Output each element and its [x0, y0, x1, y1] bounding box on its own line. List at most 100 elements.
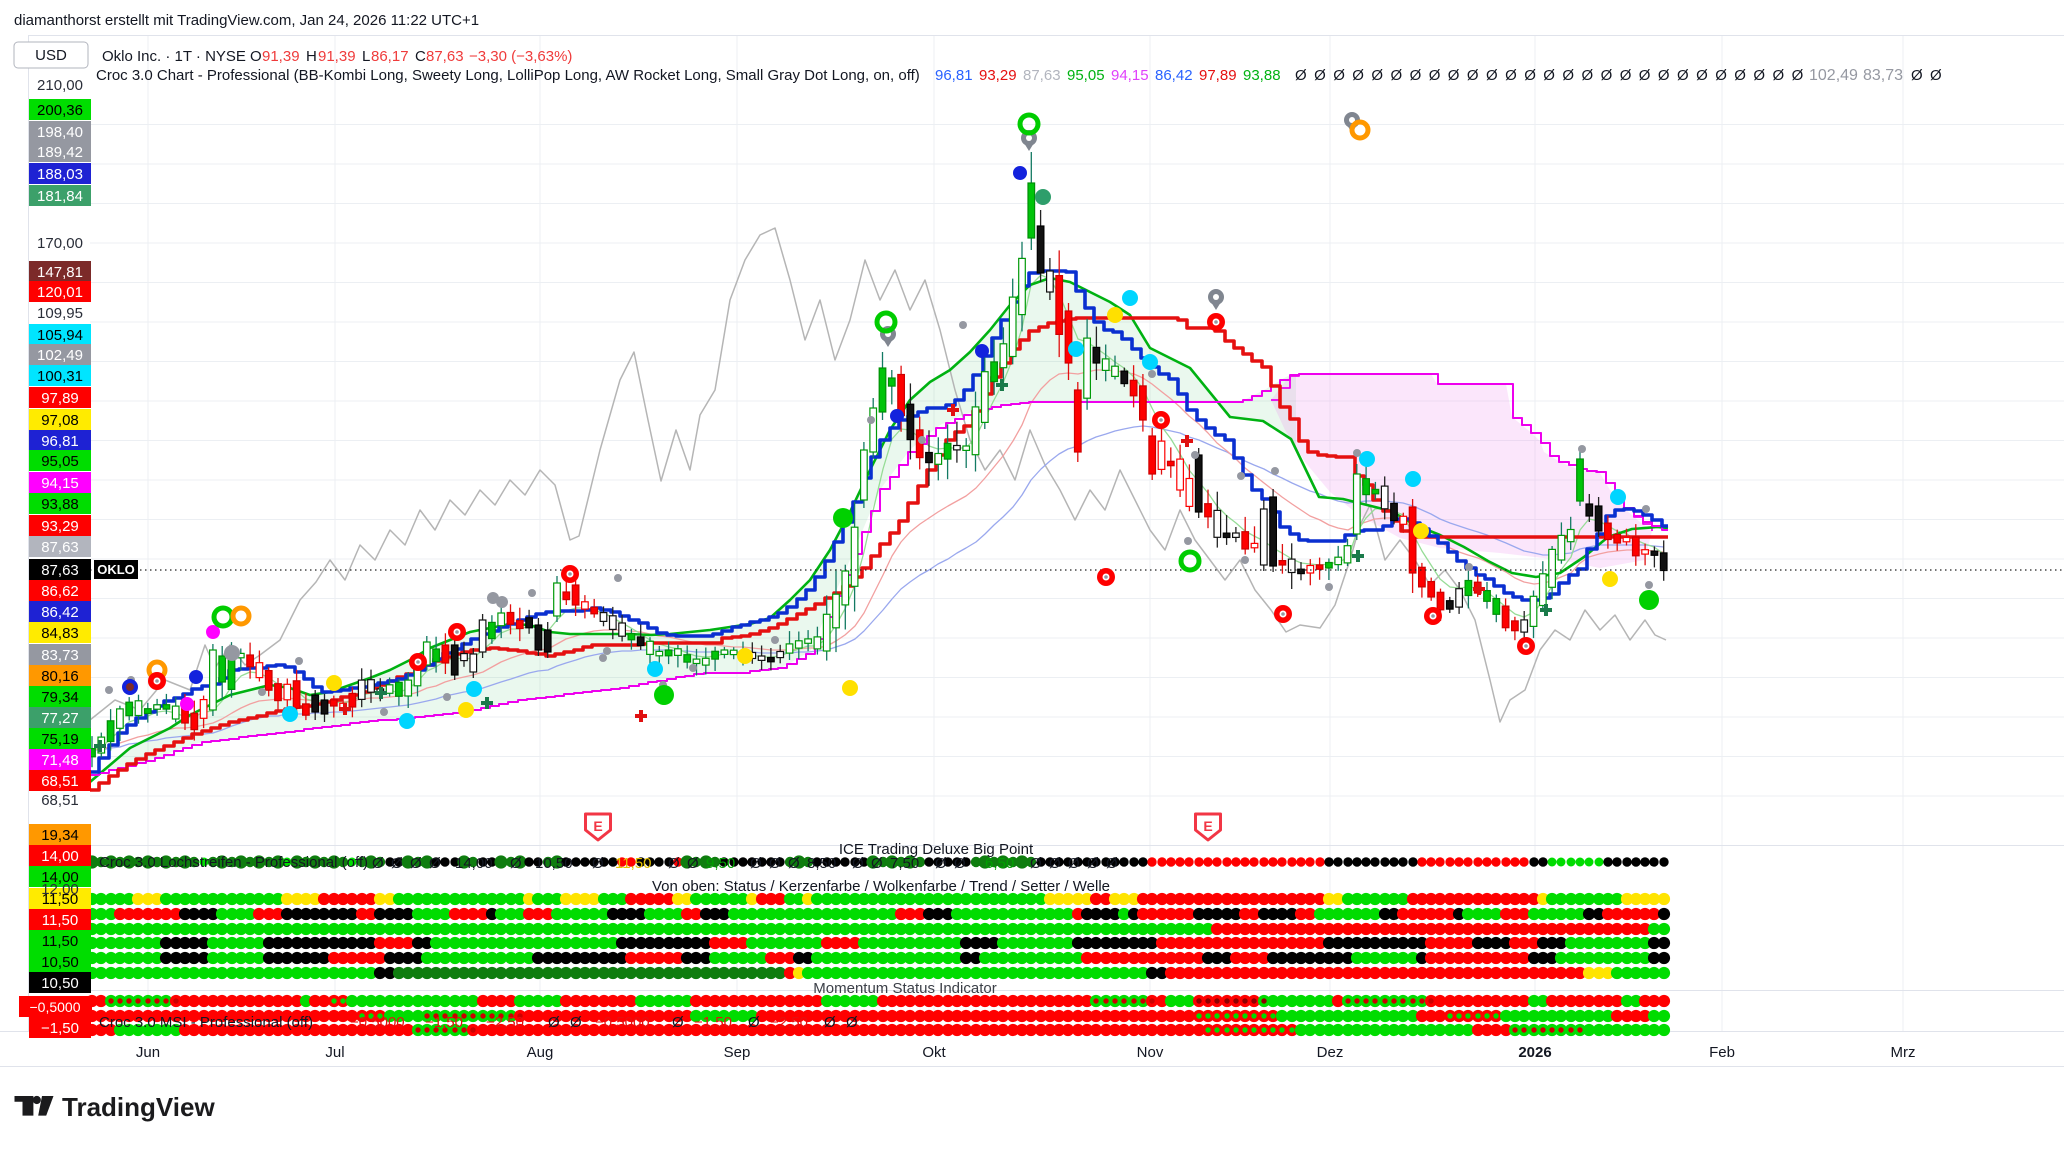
svg-text:93,29: 93,29	[979, 67, 1017, 84]
svg-text:93,29: 93,29	[41, 518, 79, 535]
svg-text:97,08: 97,08	[41, 412, 79, 429]
svg-text:Ø: Ø	[391, 855, 403, 872]
svg-text:147,81: 147,81	[37, 264, 83, 281]
svg-text:14,00: 14,00	[41, 848, 79, 865]
svg-text:Ø: Ø	[410, 855, 422, 872]
svg-text:93,88: 93,88	[41, 496, 79, 513]
svg-text:Ø: Ø	[1658, 67, 1670, 84]
svg-text:C: C	[415, 48, 426, 65]
svg-text:O: O	[250, 48, 262, 65]
svg-text:77,27: 77,27	[41, 710, 79, 727]
svg-text:Ø: Ø	[672, 1014, 684, 1031]
svg-text:Ø: Ø	[1505, 67, 1517, 84]
svg-text:Sep: Sep	[724, 1044, 751, 1061]
svg-text:Ø: Ø	[1314, 67, 1326, 84]
svg-text:Ø: Ø	[1429, 67, 1441, 84]
svg-text:Ø: Ø	[687, 855, 699, 872]
svg-text:109,95: 109,95	[37, 305, 83, 322]
svg-text:120,01: 120,01	[37, 284, 83, 301]
svg-text:Ø: Ø	[1696, 67, 1708, 84]
svg-text:Ø: Ø	[1087, 855, 1099, 872]
svg-text:Von oben: Status / Kerzenfarbe: Von oben: Status / Kerzenfarbe / Wolkenf…	[652, 878, 1110, 895]
svg-text:Ø: Ø	[769, 855, 781, 872]
svg-text:97,89: 97,89	[1199, 67, 1237, 84]
svg-text:102,49: 102,49	[37, 347, 83, 364]
svg-text:ICE Trading Deluxe Big Point: ICE Trading Deluxe Big Point	[839, 841, 1034, 858]
svg-text:198,40: 198,40	[37, 124, 83, 141]
svg-text:95,05: 95,05	[1067, 67, 1105, 84]
svg-text:68,51: 68,51	[41, 792, 79, 809]
svg-text:Mrz: Mrz	[1891, 1044, 1916, 1061]
svg-text:Ø: Ø	[1911, 67, 1923, 84]
svg-text:Ø: Ø	[592, 855, 604, 872]
svg-text:14,00: 14,00	[41, 869, 79, 886]
svg-text:Ø: Ø	[1677, 67, 1689, 84]
svg-text:91,39: 91,39	[318, 48, 356, 65]
svg-text:Ø: Ø	[510, 855, 522, 872]
svg-text:Feb: Feb	[1709, 1044, 1735, 1061]
svg-text:Ø: Ø	[668, 855, 680, 872]
svg-text:Dez: Dez	[1317, 1044, 1344, 1061]
svg-text:−1,50: −1,50	[694, 1014, 732, 1031]
svg-text:96,81: 96,81	[935, 67, 973, 84]
svg-text:12,00: 12,00	[41, 881, 79, 898]
svg-text:87,63: 87,63	[1023, 67, 1061, 84]
svg-text:86,42: 86,42	[41, 604, 79, 621]
svg-text:Ø: Ø	[846, 1014, 858, 1031]
svg-text:Ø: Ø	[1734, 67, 1746, 84]
svg-text:210,00: 210,00	[37, 77, 83, 94]
svg-text:Ø: Ø	[1030, 855, 1042, 872]
svg-text:Okt: Okt	[922, 1044, 946, 1061]
svg-text:Nov: Nov	[1137, 1044, 1164, 1061]
svg-text:Ø: Ø	[935, 855, 947, 872]
svg-text:E: E	[1203, 818, 1212, 834]
svg-text:USD: USD	[35, 47, 67, 64]
svg-text:Ø: Ø	[1371, 67, 1383, 84]
svg-text:68,51: 68,51	[41, 773, 79, 790]
svg-text:Ø: Ø	[1639, 67, 1651, 84]
svg-text:188,03: 188,03	[37, 166, 83, 183]
svg-text:14,00: 14,00	[455, 855, 493, 872]
svg-text:Jul: Jul	[325, 1044, 344, 1061]
svg-text:Ø: Ø	[1792, 67, 1804, 84]
svg-text:10,50: 10,50	[41, 954, 79, 971]
svg-text:86,42: 86,42	[1155, 67, 1193, 84]
svg-text:Ø: Ø	[1562, 67, 1574, 84]
svg-text:79,34: 79,34	[41, 689, 79, 706]
svg-text:97,89: 97,89	[41, 390, 79, 407]
svg-text:93,88: 93,88	[1243, 67, 1281, 84]
svg-text:Ø: Ø	[1930, 67, 1942, 84]
svg-text:80,16: 80,16	[41, 668, 79, 685]
svg-text:Ø: Ø	[1601, 67, 1613, 84]
svg-text:Ø: Ø	[1068, 855, 1080, 872]
svg-text:Ø: Ø	[1773, 67, 1785, 84]
svg-text:Oklo Inc. · 1T · NYSE: Oklo Inc. · 1T · NYSE	[102, 48, 246, 65]
svg-text:Ø: Ø	[1106, 855, 1118, 872]
svg-text:−1,50: −1,50	[425, 1014, 463, 1031]
svg-text:84,83: 84,83	[41, 625, 79, 642]
svg-text:105,94: 105,94	[37, 327, 83, 344]
svg-text:6,50: 6,50	[985, 855, 1014, 872]
svg-text:87,63: 87,63	[41, 562, 79, 579]
svg-text:83,73: 83,73	[1863, 67, 1903, 84]
svg-text:10,50: 10,50	[535, 855, 573, 872]
svg-text:−3,30 (−3,63%): −3,30 (−3,63%)	[469, 48, 572, 65]
svg-text:71,48: 71,48	[41, 752, 79, 769]
svg-text:91,39: 91,39	[262, 48, 300, 65]
svg-text:Ø: Ø	[1543, 67, 1555, 84]
svg-text:102,49: 102,49	[1809, 67, 1858, 84]
svg-text:Ø: Ø	[1391, 67, 1403, 84]
svg-text:E: E	[593, 818, 602, 834]
svg-text:Ø: Ø	[1524, 67, 1536, 84]
svg-text:11,50: 11,50	[42, 933, 78, 950]
svg-text:8,50: 8,50	[807, 855, 836, 872]
svg-text:−0,5000: −0,5000	[30, 999, 81, 1015]
svg-text:94,15: 94,15	[1111, 67, 1149, 84]
svg-text:Ø: Ø	[748, 1014, 760, 1031]
svg-text:Ø: Ø	[1352, 67, 1364, 84]
svg-text:11,50: 11,50	[42, 912, 78, 929]
svg-text:Ø: Ø	[824, 1014, 836, 1031]
svg-text:−1,50: −1,50	[41, 1020, 79, 1037]
svg-text:Ø: Ø	[1467, 67, 1479, 84]
svg-text:100,31: 100,31	[37, 368, 83, 385]
